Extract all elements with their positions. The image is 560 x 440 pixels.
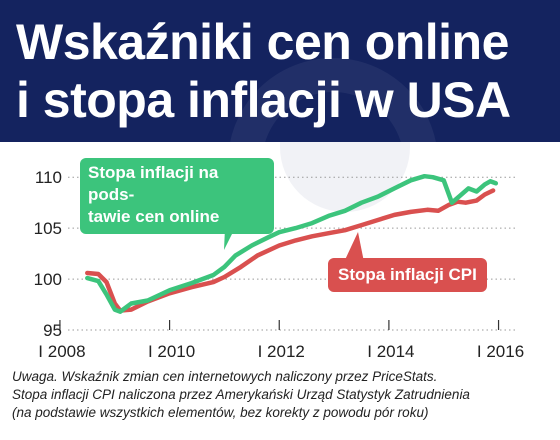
y-tick-label: 110 — [35, 168, 62, 187]
footnote-line-1: Uwaga. Wskaźnik zmian cen internetowych … — [12, 369, 438, 384]
y-tick-label: 100 — [34, 270, 62, 289]
footnote-line-2: Stopa inflacji CPI naliczona przez Amery… — [12, 387, 470, 402]
x-tick-label: I 2010 — [148, 342, 195, 361]
y-axis: 95 100 105 110 — [34, 168, 62, 340]
series-line-online — [85, 173, 499, 314]
series-lines — [85, 173, 499, 314]
y-tick-label: 95 — [43, 321, 62, 340]
callout-online-line-1: Stopa inflacji na pods- — [88, 163, 219, 204]
y-tick-label: 105 — [34, 219, 62, 238]
x-tick-label: I 2014 — [367, 342, 414, 361]
title-band: Wskaźniki cen online i stopa inflacji w … — [0, 0, 560, 142]
footnote-line-3: (na podstawie wszystkich elementów, bez … — [12, 405, 429, 420]
x-tick-label: I 2012 — [258, 342, 305, 361]
callout-online-line-2: tawie cen online — [88, 207, 220, 226]
page-title-line-1: Wskaźniki cen online — [16, 14, 509, 70]
x-axis: I 2008 I 2010 I 2012 I 2014 I 2016 — [38, 320, 524, 361]
footnote: Uwaga. Wskaźnik zmian cen internetowych … — [12, 368, 552, 422]
x-tick-label: I 2008 — [38, 342, 85, 361]
callout-online-inflation: Stopa inflacji na pods- tawie cen online — [80, 158, 274, 234]
page-title-line-2: i stopa inflacji w USA — [16, 72, 511, 128]
callout-cpi-inflation: Stopa inflacji CPI — [328, 258, 487, 292]
x-tick-label: I 2016 — [477, 342, 524, 361]
